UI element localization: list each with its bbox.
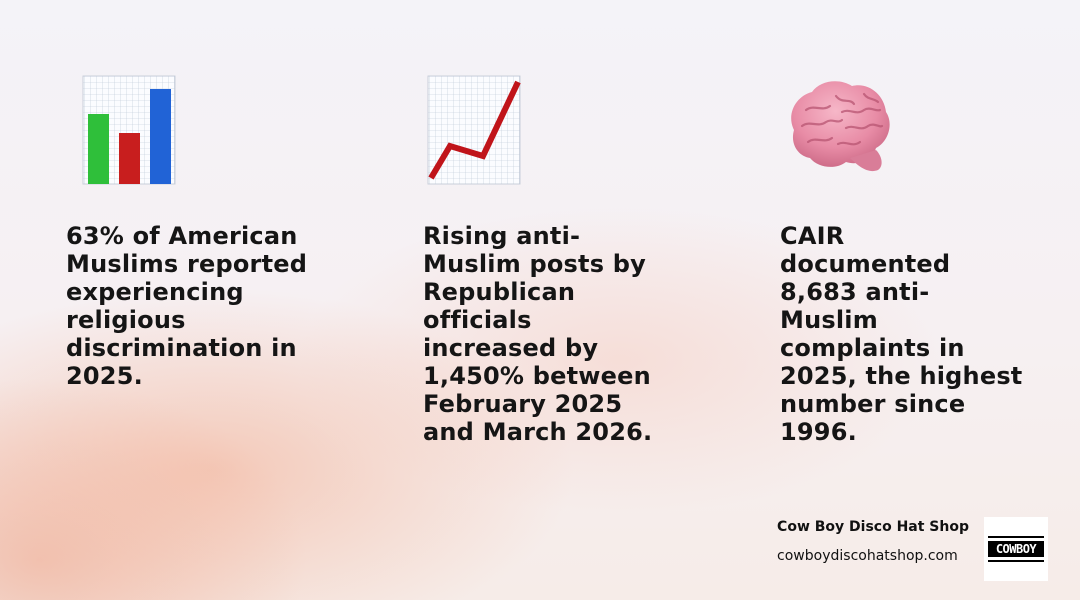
brain-icon <box>791 81 890 172</box>
brand-url[interactable]: cowboydiscohatshop.com <box>777 548 958 564</box>
brand-name: Cow Boy Disco Hat Shop <box>777 519 969 535</box>
brand-logo[interactable]: COWBOY <box>984 517 1048 581</box>
stat-card-discrimination: 63% of American Muslims reported experie… <box>66 70 326 390</box>
stat-text-complaints: CAIR documented 8,683 anti- Muslim compl… <box>780 222 1023 446</box>
logo-text: COWBOY <box>988 541 1044 557</box>
logo-frame: COWBOY <box>988 536 1044 562</box>
stat-card-complaints: CAIR documented 8,683 anti- Muslim compl… <box>780 70 1030 446</box>
brand-block: Cow Boy Disco Hat Shop cowboydiscohatsho… <box>777 519 969 564</box>
chart-increasing-icon <box>427 75 521 185</box>
stat-text-posts: Rising anti- Muslim posts by Republican … <box>423 222 653 446</box>
stat-text-discrimination: 63% of American Muslims reported experie… <box>66 222 308 390</box>
stat-card-posts: Rising anti- Muslim posts by Republican … <box>423 70 663 446</box>
bar-chart-icon <box>82 75 176 185</box>
